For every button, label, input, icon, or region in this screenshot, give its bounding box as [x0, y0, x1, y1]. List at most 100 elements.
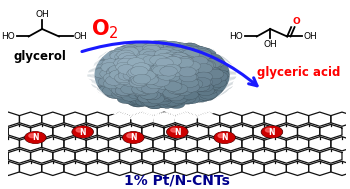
Circle shape — [149, 74, 167, 84]
Wedge shape — [194, 33, 205, 43]
Circle shape — [127, 50, 145, 60]
Circle shape — [170, 68, 188, 78]
Circle shape — [131, 61, 149, 71]
Circle shape — [168, 47, 186, 57]
Circle shape — [114, 87, 131, 97]
Circle shape — [162, 68, 180, 78]
Circle shape — [174, 81, 192, 90]
Circle shape — [143, 97, 161, 106]
Wedge shape — [78, 82, 96, 86]
Circle shape — [136, 88, 153, 98]
Circle shape — [145, 76, 162, 86]
Circle shape — [159, 62, 176, 72]
Circle shape — [107, 67, 124, 77]
Circle shape — [96, 62, 114, 72]
Circle shape — [139, 54, 156, 64]
Circle shape — [146, 67, 164, 77]
Circle shape — [138, 75, 155, 85]
Circle shape — [127, 78, 145, 88]
Circle shape — [136, 68, 154, 77]
Circle shape — [152, 56, 170, 66]
Circle shape — [150, 66, 167, 76]
Circle shape — [198, 87, 216, 97]
Circle shape — [171, 52, 189, 61]
Circle shape — [138, 53, 156, 63]
Circle shape — [173, 67, 190, 77]
Wedge shape — [181, 29, 188, 39]
Circle shape — [162, 80, 180, 90]
Circle shape — [110, 58, 127, 67]
Circle shape — [170, 70, 188, 80]
Wedge shape — [161, 112, 164, 122]
Circle shape — [122, 72, 139, 81]
Wedge shape — [93, 45, 110, 52]
Circle shape — [119, 77, 136, 87]
Circle shape — [205, 74, 222, 84]
Circle shape — [208, 75, 225, 85]
Circle shape — [163, 58, 181, 68]
Wedge shape — [90, 95, 107, 102]
Circle shape — [218, 72, 236, 81]
Circle shape — [150, 55, 168, 64]
Circle shape — [161, 77, 178, 87]
Wedge shape — [97, 99, 112, 107]
Circle shape — [106, 55, 123, 65]
Circle shape — [114, 61, 132, 71]
Circle shape — [176, 79, 194, 89]
Circle shape — [157, 65, 174, 74]
Circle shape — [146, 91, 163, 101]
Circle shape — [209, 69, 226, 79]
Circle shape — [155, 76, 173, 86]
Circle shape — [135, 65, 153, 75]
Circle shape — [91, 71, 109, 81]
Circle shape — [127, 58, 145, 67]
Circle shape — [176, 60, 194, 70]
Circle shape — [129, 66, 147, 76]
Circle shape — [197, 50, 215, 60]
Circle shape — [171, 78, 189, 88]
Circle shape — [170, 81, 188, 91]
Circle shape — [116, 82, 134, 92]
Circle shape — [196, 70, 214, 80]
Circle shape — [117, 56, 135, 65]
Circle shape — [164, 79, 181, 88]
Circle shape — [173, 89, 191, 99]
Circle shape — [92, 64, 110, 74]
Circle shape — [117, 85, 134, 95]
Wedge shape — [102, 40, 117, 48]
Circle shape — [143, 73, 161, 83]
Wedge shape — [183, 29, 191, 40]
Wedge shape — [159, 112, 162, 122]
Wedge shape — [82, 88, 100, 93]
Circle shape — [153, 55, 170, 65]
Circle shape — [136, 82, 154, 92]
Circle shape — [91, 69, 109, 79]
Circle shape — [169, 91, 187, 100]
Circle shape — [102, 60, 120, 70]
Circle shape — [162, 54, 180, 64]
Circle shape — [161, 84, 178, 93]
Circle shape — [116, 84, 134, 94]
Circle shape — [115, 55, 132, 65]
Circle shape — [128, 74, 146, 84]
Circle shape — [182, 66, 199, 76]
Circle shape — [149, 45, 167, 55]
Circle shape — [190, 84, 207, 94]
Circle shape — [98, 72, 116, 81]
Circle shape — [140, 87, 158, 97]
Circle shape — [137, 75, 155, 85]
Circle shape — [122, 46, 140, 56]
Circle shape — [161, 80, 178, 90]
Circle shape — [134, 78, 152, 88]
Circle shape — [202, 60, 219, 70]
Circle shape — [128, 77, 146, 87]
Circle shape — [174, 88, 191, 97]
Circle shape — [136, 76, 153, 86]
Circle shape — [154, 67, 172, 77]
Circle shape — [138, 75, 155, 85]
Wedge shape — [127, 109, 136, 119]
Circle shape — [102, 69, 119, 79]
Wedge shape — [113, 105, 125, 115]
Circle shape — [114, 51, 132, 61]
Text: N: N — [130, 133, 136, 142]
